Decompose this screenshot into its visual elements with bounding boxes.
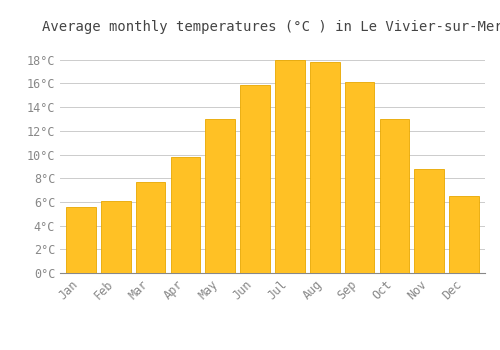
Bar: [345, 82, 374, 273]
Bar: [240, 85, 270, 273]
Bar: [310, 62, 340, 273]
Bar: [136, 182, 166, 273]
Bar: [380, 119, 409, 273]
Bar: [170, 157, 200, 273]
Bar: [101, 201, 130, 273]
Bar: [66, 206, 96, 273]
Bar: [275, 60, 304, 273]
Bar: [206, 119, 235, 273]
Bar: [414, 169, 444, 273]
Title: Average monthly temperatures (°C ) in Le Vivier-sur-Mer: Average monthly temperatures (°C ) in Le…: [42, 20, 500, 34]
Bar: [450, 196, 479, 273]
